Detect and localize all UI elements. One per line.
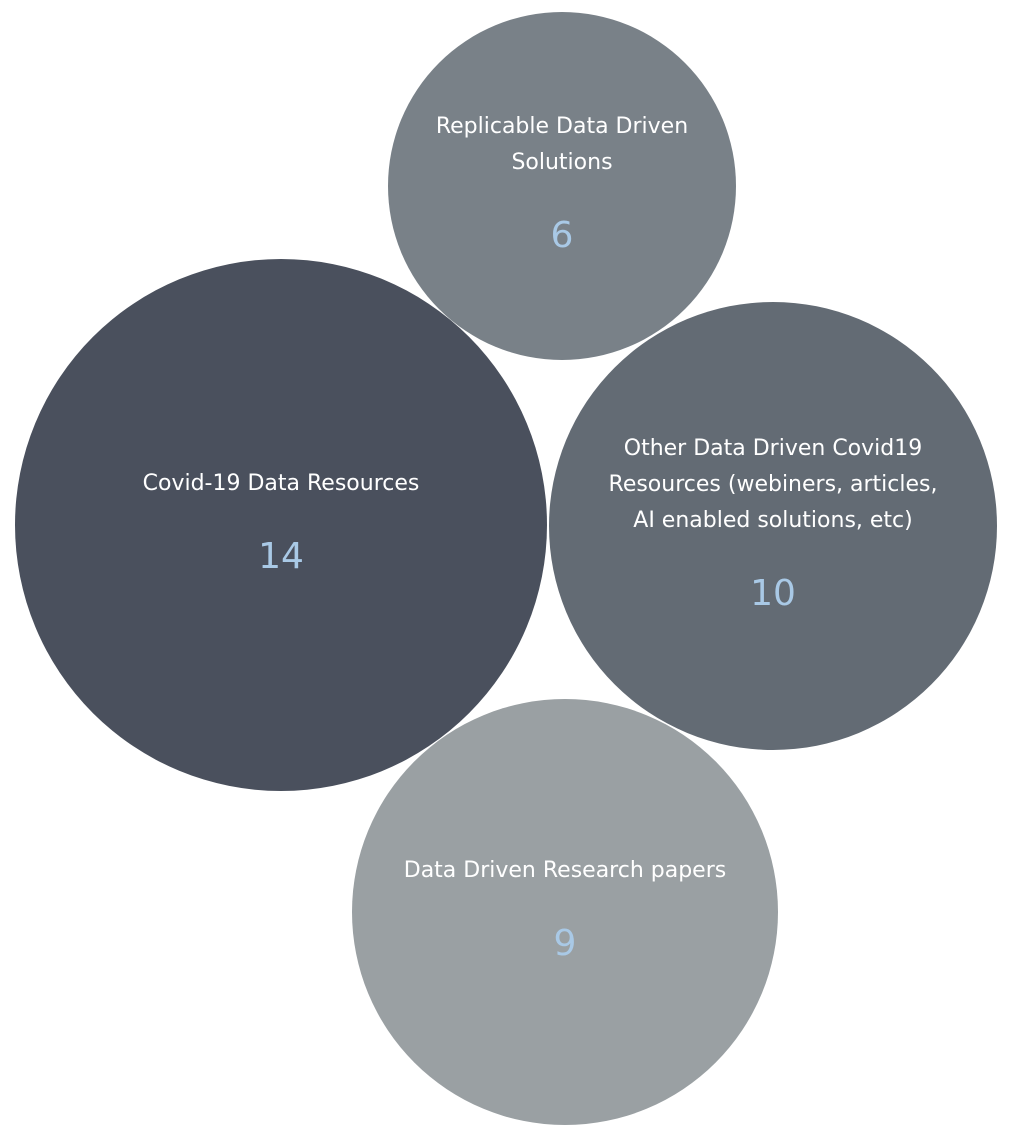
bubble: Replicable Data Driven Solutions 6 (388, 12, 736, 360)
bubble-label: AI enabled solutions, etc) (633, 508, 912, 533)
bubbles-layer: Replicable Data DrivenSolutions6Covid-19… (15, 12, 997, 1125)
bubble-value: 14 (258, 536, 304, 577)
bubble: Other Data Driven Covid19 Resources (webi… (549, 302, 997, 750)
bubble-label: Solutions (511, 150, 612, 175)
bubble: Covid-19 Data Resources 14 (15, 259, 547, 791)
bubble-label: Resources (webiners, articles, (609, 472, 938, 497)
bubble-value: 6 (551, 215, 574, 256)
bubble-value: 9 (554, 923, 577, 964)
bubble-label: Other Data Driven Covid19 (624, 436, 922, 461)
bubble-circle (388, 12, 736, 360)
bubble-value: 10 (750, 573, 796, 614)
bubble: Data Driven Research papers 9 (352, 699, 778, 1125)
bubble-circle (352, 699, 778, 1125)
bubble-circle (15, 259, 547, 791)
bubble-label: Covid-19 Data Resources (143, 471, 420, 496)
bubble-label: Replicable Data Driven (436, 114, 688, 139)
bubble-label: Data Driven Research papers (404, 858, 726, 883)
bubble-circle (549, 302, 997, 750)
